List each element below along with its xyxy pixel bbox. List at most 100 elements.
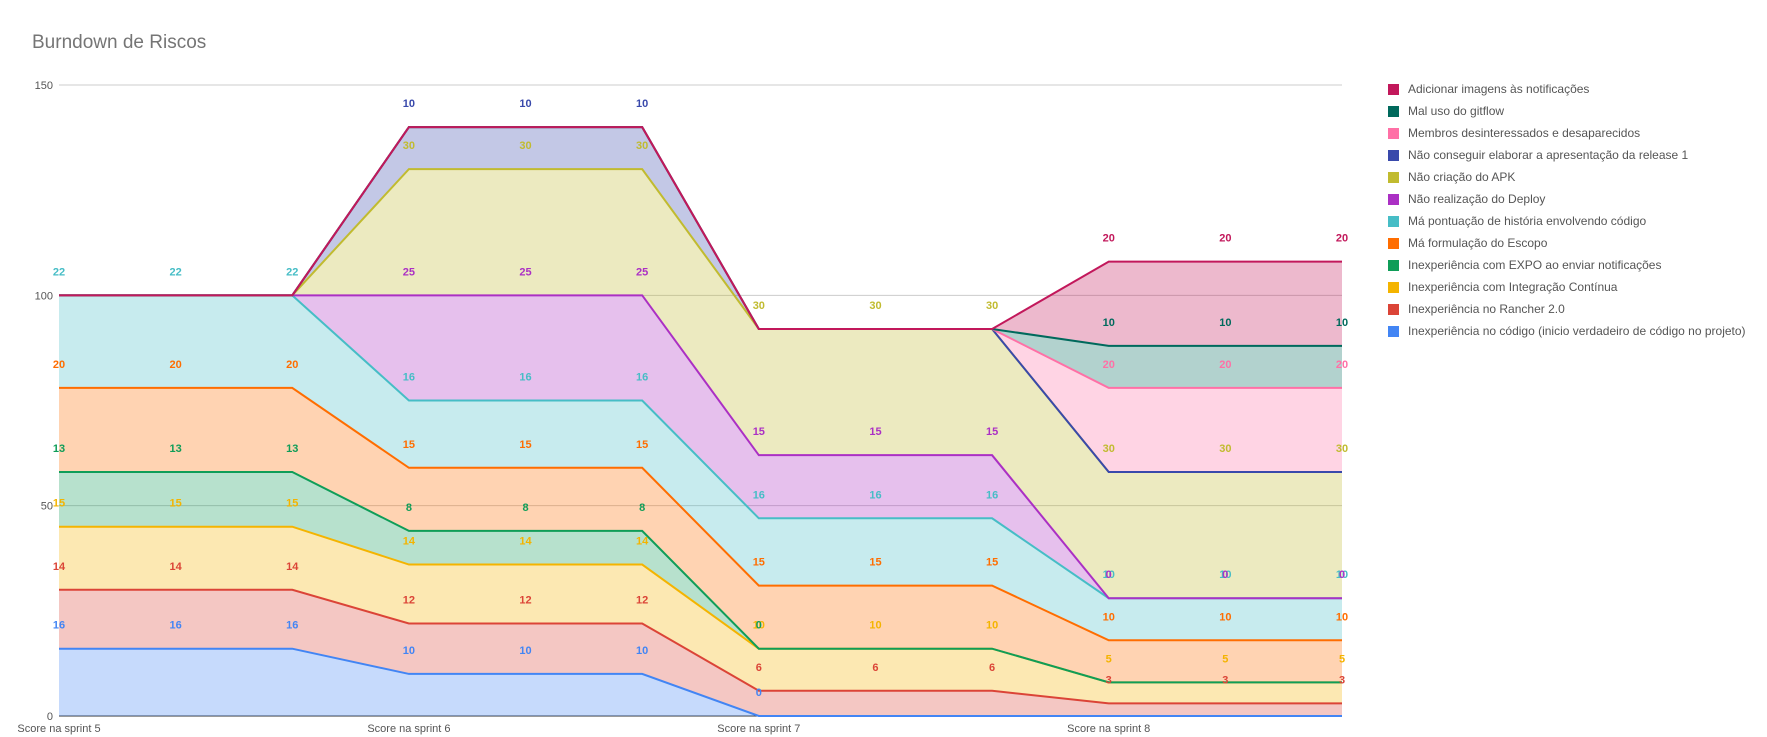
data-label: 8: [522, 502, 528, 514]
data-label: 10: [1103, 569, 1115, 581]
data-label: 22: [53, 266, 65, 278]
stacked-areas: [59, 127, 1342, 716]
data-label: 10: [1336, 569, 1348, 581]
y-tick-label: 150: [35, 80, 53, 92]
legend-label: Não realização do Deploy: [1408, 192, 1546, 206]
legend-item: Má pontuação de história envolvendo códi…: [1388, 210, 1746, 232]
data-label: 10: [403, 98, 415, 110]
data-label: 15: [869, 426, 881, 438]
series-line: [59, 647, 1342, 717]
data-label: 16: [170, 620, 182, 632]
data-label: 3: [1222, 674, 1228, 686]
data-label: 15: [519, 439, 531, 451]
data-label: 13: [286, 443, 298, 455]
data-label: 15: [753, 557, 765, 569]
series-area: [59, 127, 1342, 473]
data-label: 30: [403, 140, 415, 152]
legend-item: Não realização do Deploy: [1388, 188, 1746, 210]
data-label: 14: [286, 561, 299, 573]
data-label: 14: [53, 561, 66, 573]
data-label: 10: [1219, 611, 1231, 623]
data-label: 10: [519, 645, 531, 657]
series-area: [59, 127, 1342, 346]
legend-label: Não criação do APK: [1408, 170, 1516, 184]
data-label: 30: [519, 140, 531, 152]
legend-label: Inexperiência no Rancher 2.0: [1408, 302, 1565, 316]
data-label: 25: [519, 266, 531, 278]
series-line: [59, 588, 1342, 705]
data-label: 15: [170, 498, 182, 510]
data-label: 20: [1336, 233, 1348, 245]
data-label: 0: [1106, 569, 1112, 581]
data-label: 10: [636, 98, 648, 110]
data-label: 16: [636, 372, 648, 384]
data-label: 0: [756, 687, 762, 699]
series-area: [59, 648, 1342, 716]
data-label: 8: [406, 502, 412, 514]
series-area: [59, 295, 1342, 599]
data-label: 6: [872, 662, 878, 674]
data-label: 15: [986, 426, 998, 438]
y-tick-label: 50: [41, 501, 53, 513]
series-area: [59, 127, 1342, 388]
legend-swatch: [1388, 83, 1399, 95]
data-label: 10: [1336, 611, 1348, 623]
legend-swatch: [1388, 325, 1399, 337]
data-label: 20: [1336, 359, 1348, 371]
data-label: 10: [519, 98, 531, 110]
data-label: 3: [1106, 674, 1112, 686]
data-label: 15: [636, 439, 648, 451]
legend-label: Membros desinteressados e desaparecidos: [1408, 126, 1641, 140]
legend-swatch: [1388, 281, 1399, 293]
legend-label: Má formulação do Escopo: [1408, 236, 1548, 250]
data-label: 16: [403, 372, 415, 384]
legend-item: Membros desinteressados e desaparecidos: [1388, 122, 1746, 144]
data-label: 10: [986, 620, 998, 632]
data-label: 13: [170, 443, 182, 455]
data-label: 20: [53, 359, 65, 371]
data-label: 0: [1222, 569, 1228, 581]
data-label: 16: [869, 489, 881, 501]
legend-item: Não conseguir elaborar a apresentação da…: [1388, 144, 1746, 166]
legend-swatch: [1388, 149, 1399, 161]
legend-item: Inexperiência com Integração Contínua: [1388, 276, 1746, 298]
legend-item: Inexperiência no código (inicio verdadei…: [1388, 320, 1746, 342]
legend-swatch: [1388, 215, 1399, 227]
data-label: 30: [986, 300, 998, 312]
data-label: 5: [1339, 653, 1345, 665]
data-label: 16: [53, 620, 65, 632]
data-label: 30: [1103, 443, 1115, 455]
legend-item: Inexperiência com EXPO ao enviar notific…: [1388, 254, 1746, 276]
chart-title: Burndown de Riscos: [32, 32, 207, 53]
legend-label: Não conseguir elaborar a apresentação da…: [1408, 148, 1689, 162]
data-label: 6: [989, 662, 995, 674]
data-label: 30: [1336, 443, 1348, 455]
legend-swatch: [1388, 303, 1399, 315]
legend-item: Inexperiência no Rancher 2.0: [1388, 298, 1746, 320]
data-label: 10: [1336, 317, 1348, 329]
data-label: 12: [403, 594, 415, 606]
series-line: [59, 471, 1342, 684]
data-label: 15: [403, 439, 415, 451]
data-label: 20: [170, 359, 182, 371]
data-label: 5: [1106, 653, 1112, 665]
series-area: [59, 526, 1342, 704]
data-label: 6: [756, 662, 762, 674]
data-label: 10: [403, 645, 415, 657]
data-label: 12: [636, 594, 648, 606]
data-label: 12: [519, 594, 531, 606]
data-label: 15: [753, 426, 765, 438]
legend-item: Mal uso do gitflow: [1388, 100, 1746, 122]
legend-swatch: [1388, 259, 1399, 271]
data-label: 25: [636, 266, 648, 278]
data-label: 25: [403, 266, 415, 278]
data-label: 15: [286, 498, 298, 510]
legend-label: Inexperiência com Integração Contínua: [1408, 280, 1618, 294]
x-tick-label: Score na sprint 6: [367, 723, 450, 735]
data-label: 10: [1103, 317, 1115, 329]
data-label: 16: [986, 489, 998, 501]
legend-label: Mal uso do gitflow: [1408, 104, 1505, 118]
x-tick-label: Score na sprint 8: [1067, 723, 1150, 735]
